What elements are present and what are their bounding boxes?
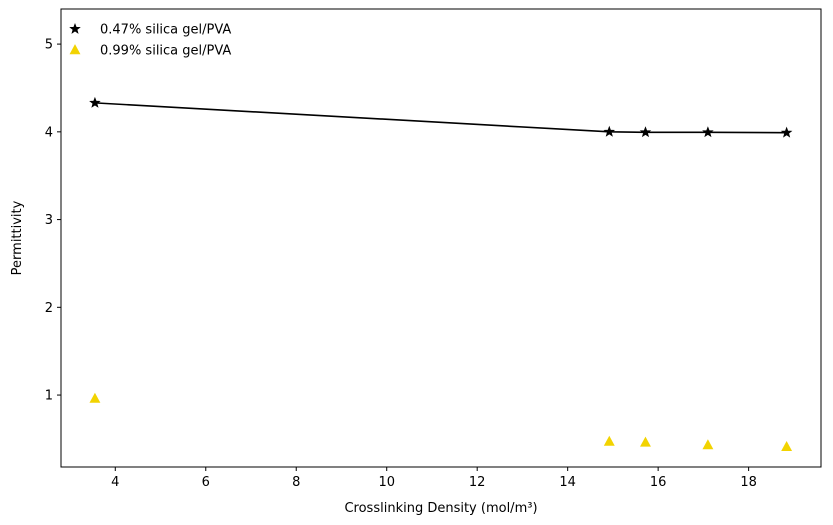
x-tick-label: 8 (292, 475, 300, 490)
data-point-series-1 (89, 96, 101, 108)
x-axis: 4 6 8 10 12 14 16 18 (111, 467, 757, 490)
x-tick-label: 10 (378, 475, 395, 490)
data-point-series-1 (780, 126, 793, 138)
y-tick-label: 3 (45, 213, 53, 228)
legend-label-1: 0.47% silica gel/PVA (100, 23, 231, 38)
y-tick-label: 1 (45, 389, 53, 404)
legend-marker-1 (69, 22, 81, 34)
y-tick-label: 4 (45, 125, 53, 140)
legend: 0.47% silica gel/PVA 0.99% silica gel/PVA (69, 22, 231, 59)
data-point-series-1 (702, 126, 714, 138)
x-tick-label: 4 (111, 475, 119, 490)
y-tick-label: 2 (45, 301, 53, 316)
legend-marker-2 (69, 44, 81, 55)
x-tick-label: 18 (740, 475, 757, 490)
y-tick-label: 5 (45, 38, 53, 53)
y-axis-label: Permittivity (10, 200, 25, 275)
x-tick-label: 12 (469, 475, 486, 490)
x-tick-label: 6 (202, 475, 210, 490)
data-point-series-2 (781, 440, 793, 452)
x-tick-label: 14 (559, 475, 576, 490)
data-point-series-2 (89, 392, 101, 403)
data-point-series-2 (702, 439, 714, 450)
data-point-series-2 (603, 435, 615, 446)
data-layer (89, 96, 793, 452)
x-tick-label: 16 (650, 475, 667, 490)
x-axis-label: Crosslinking Density (mol/m³) (344, 501, 537, 516)
data-point-series-1 (639, 126, 652, 138)
legend-label-2: 0.99% silica gel/PVA (100, 44, 231, 59)
data-point-series-1 (603, 125, 616, 137)
data-point-series-2 (640, 436, 651, 447)
plot-frame (60, 8, 822, 468)
y-axis: 1 2 3 4 5 (45, 38, 61, 404)
